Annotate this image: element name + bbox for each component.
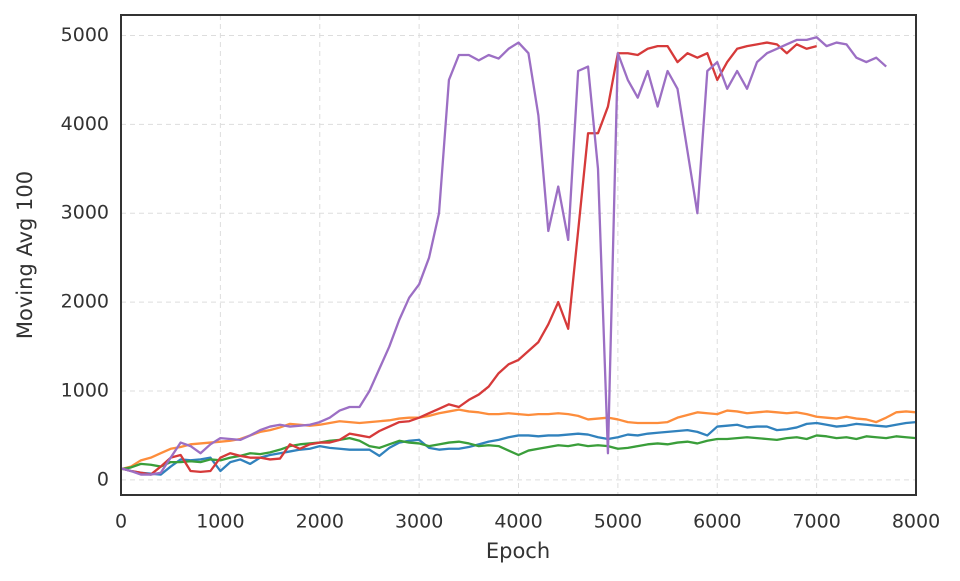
x-tick-label: 6000 — [693, 511, 741, 533]
x-tick-label: 3000 — [395, 511, 443, 533]
x-axis-label: Epoch — [486, 539, 550, 563]
x-tick-label: 8000 — [892, 511, 940, 533]
y-tick-label: 2000 — [61, 291, 109, 313]
y-axis-label: Moving Avg 100 — [13, 171, 37, 339]
x-tick-label: 0 — [115, 511, 127, 533]
series-line — [120, 41, 817, 476]
x-tick-label: 7000 — [792, 511, 840, 533]
y-tick-label: 0 — [97, 468, 109, 490]
x-tick-label: 2000 — [296, 511, 344, 533]
x-tick-label: 4000 — [494, 511, 542, 533]
y-tick-label: 4000 — [61, 113, 109, 135]
y-tick-label: 3000 — [61, 202, 109, 224]
y-tick-label: 1000 — [61, 380, 109, 402]
x-tick-label: 1000 — [196, 511, 244, 533]
plot-frame — [120, 14, 917, 496]
x-tick-label: 5000 — [594, 511, 642, 533]
series-line — [120, 420, 917, 476]
series-line — [120, 36, 887, 476]
y-tick-label: 5000 — [61, 24, 109, 46]
series-line — [120, 434, 917, 471]
